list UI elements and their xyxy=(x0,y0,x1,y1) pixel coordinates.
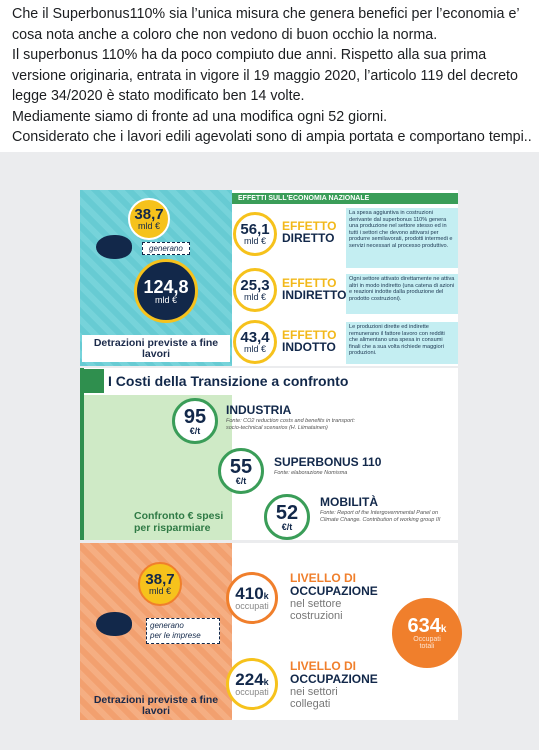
jobs-circle: 410k occupati xyxy=(226,572,278,624)
jobs-title: LIVELLO DI xyxy=(290,571,356,585)
effect-label: DIRETTO xyxy=(282,231,335,245)
cost-circle: 95 €/t xyxy=(172,398,218,444)
effect-description: Le produzioni dirette ed indirette remun… xyxy=(346,322,458,364)
verb: generano xyxy=(150,621,184,630)
paragraph: Mediamente siamo di fronte ad una modifi… xyxy=(12,108,388,125)
total-value: 634 xyxy=(407,615,441,637)
total-unit: mld € xyxy=(154,294,177,305)
effect-value: 25,3 xyxy=(240,277,270,294)
jobs-circle: 224k occupati xyxy=(226,658,278,710)
jobs-value: 410 xyxy=(235,584,264,603)
cost-label: SUPERBONUS 110 xyxy=(274,455,382,469)
costs-title: I Costi della Transizione a confronto xyxy=(84,369,458,393)
jobs-title: OCCUPAZIONE xyxy=(290,584,378,598)
effect-circle: 43,4 mld € xyxy=(233,320,277,364)
effect-label: INDOTTO xyxy=(282,340,336,354)
caption: Detrazioni previste a fine lavori xyxy=(93,694,219,717)
effect-circle: 56,1 mld € xyxy=(233,212,277,256)
jobs-value: 224 xyxy=(235,670,264,689)
cost-source: Fonte: elaborazione Nomisma xyxy=(274,470,348,476)
cost-value: 95 xyxy=(183,405,207,428)
jobs-suffix: k xyxy=(263,677,269,687)
side-caption: Confronto € spesi per risparmiare xyxy=(134,510,224,534)
effect-label: EFFETTO xyxy=(282,276,337,290)
total: 124,8 xyxy=(143,276,189,297)
cost-unit: €/t xyxy=(235,475,247,486)
effect-label: INDIRETTO xyxy=(282,288,347,302)
effect-label: EFFETTO xyxy=(282,328,337,342)
effect-description: Ogni settore attivato direttamente ne at… xyxy=(346,274,458,314)
cost-circle: 52 €/t xyxy=(264,494,310,540)
effect-label: EFFETTO xyxy=(282,219,337,233)
paragraph: Che il Superbonus110% sia l’unica misura… xyxy=(12,6,520,43)
economy-header: EFFETTI SULL'ECONOMIA NAZIONALE xyxy=(232,193,458,204)
amount-unit: mld € xyxy=(137,221,160,231)
jobs-unit: occupati xyxy=(235,687,269,697)
verb-detail: per le imprese xyxy=(150,631,201,640)
jobs-suffix: k xyxy=(263,591,269,601)
amount-circle: 38,7 mld € xyxy=(128,198,170,240)
jobs-detail: nel settore costruzioni xyxy=(290,598,343,622)
post-text: Che il Superbonus110% sia l’unica misura… xyxy=(12,4,532,148)
total-circle: 124,8 mld € xyxy=(134,259,198,323)
cost-unit: €/t xyxy=(189,425,201,436)
cost-value: 52 xyxy=(275,501,299,524)
cost-circle: 55 €/t xyxy=(218,448,264,494)
effect-unit: mld € xyxy=(243,292,266,302)
effect-description: La spesa aggiuntiva in costruzioni deriv… xyxy=(346,208,458,268)
amount: 38,7 xyxy=(145,571,175,588)
cost-source: Fonte: Report of the Intergovernmental P… xyxy=(320,510,441,523)
cost-unit: €/t xyxy=(281,521,293,532)
effect-unit: mld € xyxy=(243,236,266,246)
jobs-detail: nei settori collegati xyxy=(290,686,338,710)
piggy-icon xyxy=(96,612,132,636)
jobs-unit: occupati xyxy=(235,601,269,611)
effect-value: 56,1 xyxy=(240,221,270,238)
paragraph: Considerato che i lavori edili agevolati… xyxy=(12,129,532,145)
amount: 38,7 xyxy=(134,206,164,223)
total-circle: 634k Occupati totali xyxy=(392,598,462,668)
caption: Detrazioni previste a fine lavori xyxy=(82,335,230,362)
cost-label: MOBILITÀ xyxy=(320,495,378,509)
effect-unit: mld € xyxy=(243,344,266,354)
piggy-icon xyxy=(96,235,132,259)
total-label: Occupati totali xyxy=(413,636,441,650)
effect-circle: 25,3 mld € xyxy=(233,268,277,312)
effect-value: 43,4 xyxy=(240,329,270,346)
verb-box: generano per le imprese xyxy=(146,618,220,644)
amount-unit: mld € xyxy=(148,586,171,596)
paragraph: Il superbonus 110% ha da poco compiuto d… xyxy=(12,47,518,104)
jobs-title: OCCUPAZIONE xyxy=(290,672,378,686)
cost-source: Fonte: CO2 reduction costs and benefits … xyxy=(226,418,356,431)
total-suffix: k xyxy=(440,624,447,635)
amount-circle: 38,7 mld € xyxy=(138,562,182,606)
verb: generano xyxy=(142,242,190,255)
jobs-title: LIVELLO DI xyxy=(290,659,356,673)
cost-value: 55 xyxy=(229,455,253,478)
cost-label: INDUSTRIA xyxy=(226,403,292,417)
